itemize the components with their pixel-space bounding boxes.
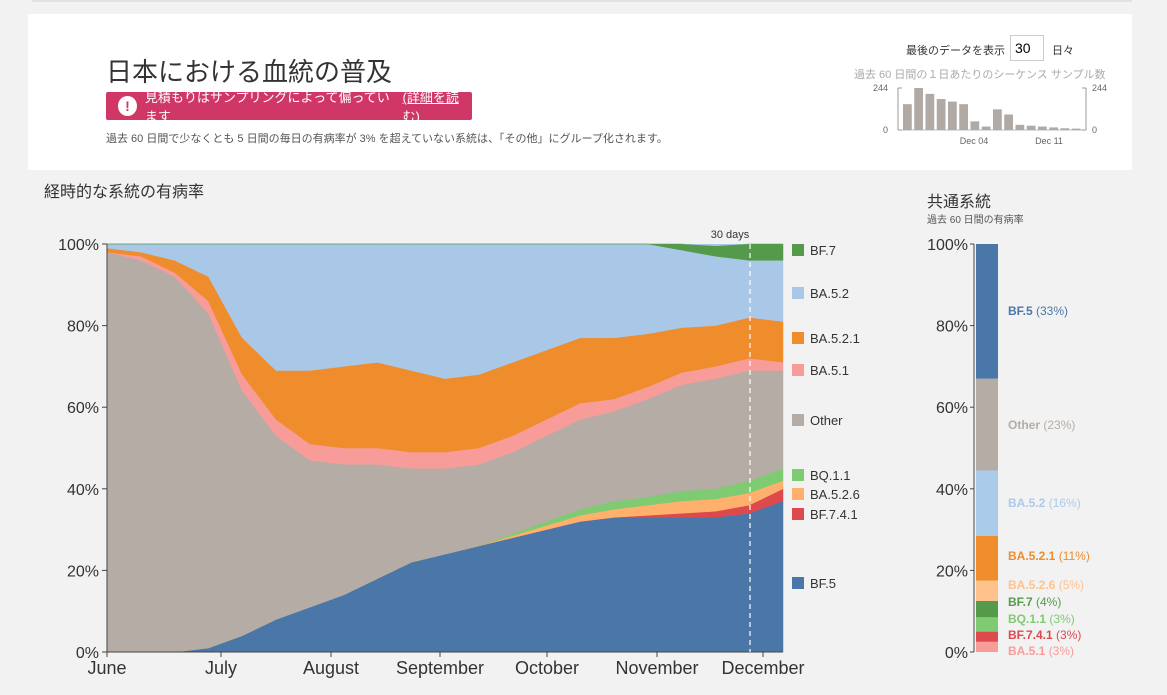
alert-icon: ! [118, 96, 137, 116]
stack-y-label: 100% [927, 237, 968, 254]
x-tick-label: July [205, 658, 237, 678]
y-tick-label: 20% [67, 563, 99, 580]
stack-segment-ba-5-1[interactable] [976, 641, 998, 652]
y-tick-label: 80% [67, 319, 99, 336]
mini-bar [1049, 127, 1058, 130]
stack-y-label: 80% [936, 319, 968, 336]
mini-bar [903, 104, 912, 130]
mini-bar [993, 109, 1002, 130]
legend-swatch [792, 244, 804, 256]
x-tick-label: June [87, 658, 126, 678]
y-tick-label: 100% [58, 237, 99, 254]
mini-bar [948, 101, 957, 130]
mini-ymin-right: 0 [1092, 125, 1097, 135]
grouping-note: 過去 60 日間で少なくとも 5 日間の毎日の有病率が 3% を超えていない系統… [106, 133, 668, 145]
mini-bar [1060, 128, 1070, 130]
main-chart-title: 経時的な系統の有病率 [44, 184, 205, 201]
legend-label[interactable]: BA.5.2.6 [810, 487, 860, 502]
mini-ymax-right: 244 [1092, 83, 1107, 93]
common-lineages-chart: 0% 20% 40% 60% 80% 100% BA.5.1 (3%) BF.7.4.1 (… [927, 237, 1090, 662]
y-tick-label: 40% [67, 482, 99, 499]
area-bf-7[interactable] [107, 243, 784, 261]
mini-bar [1015, 124, 1025, 130]
stack-segment-bf-7-4-1[interactable] [976, 631, 998, 642]
legend-swatch [792, 287, 804, 299]
common-lineages-subtitle: 過去 60 日間の有病率 [927, 215, 1024, 226]
sampling-warning[interactable]: ! 見積もりはサンプリングによって偏っています (詳細を読む) [106, 90, 472, 124]
top-divider [32, 0, 1132, 2]
stack-segment-ba-5-2-1[interactable] [976, 535, 998, 581]
legend-swatch [792, 414, 804, 426]
common-lineages-title: 共通系統 [927, 194, 992, 211]
mini-bar [1004, 114, 1013, 130]
page-title: 日本における血統の普及 [106, 57, 393, 87]
stack-segment-other[interactable] [976, 378, 998, 471]
mini-ymin-left: 0 [883, 125, 888, 135]
area-remainder [107, 244, 783, 247]
x-tick-label: October [515, 658, 579, 678]
legend-label[interactable]: BF.7 [810, 243, 836, 258]
stack-segment-bf-5[interactable] [976, 244, 998, 379]
legend-swatch [792, 488, 804, 500]
stack-segment-bf-7[interactable] [976, 601, 998, 618]
legend-label[interactable]: BF.5 [810, 576, 836, 591]
stack-y-label: 20% [936, 563, 968, 580]
mini-bar [936, 99, 946, 130]
stack-label: BA.5.2.6 (5%) [1008, 578, 1084, 592]
stack-label: BQ.1.1 (3%) [1008, 612, 1075, 626]
mini-xtick: Dec 11 [1035, 136, 1063, 146]
x-tick-label: September [396, 658, 484, 678]
stack-label: BA.5.1 (3%) [1008, 644, 1074, 658]
legend-label[interactable]: BA.5.1 [810, 363, 849, 378]
y-tick-label: 0% [76, 645, 99, 662]
legend-swatch [792, 332, 804, 344]
stack-label: BF.7 (4%) [1008, 595, 1061, 609]
mini-bar [981, 126, 991, 130]
legend-swatch [792, 508, 804, 520]
legend-swatch [792, 364, 804, 376]
stack-y-label: 40% [936, 482, 968, 499]
days-unit: 日々 [1052, 45, 1074, 57]
warning-text: 見積もりはサンプリングによって偏っています [144, 90, 390, 124]
mini-bar [1071, 128, 1081, 130]
read-more-link[interactable]: (詳細を読む) [402, 90, 459, 124]
mini-bar [1038, 126, 1047, 130]
daily-samples-chart: 244 0 244 0 Dec 04 Dec 11 [873, 83, 1107, 146]
mini-bar [959, 104, 968, 130]
y-tick-label: 60% [67, 400, 99, 417]
stack-label: BA.5.2.1 (11%) [1008, 549, 1090, 563]
mini-bar [970, 121, 980, 130]
stack-label: Other (23%) [1008, 418, 1075, 432]
legend-label[interactable]: BQ.1.1 [810, 468, 850, 483]
x-tick-label: November [615, 658, 698, 678]
x-tick-label: August [303, 658, 359, 678]
stack-label: BF.5 (33%) [1008, 304, 1068, 318]
mini-bar [925, 93, 935, 130]
legend-label[interactable]: Other [810, 413, 843, 428]
legend-label[interactable]: BA.5.2 [810, 286, 849, 301]
daily-samples-label: 過去 60 日間の１日あたりのシーケンス サンプル数 [854, 69, 1106, 81]
mini-bar [914, 88, 923, 130]
show-last-label: 最後のデータを表示 [906, 45, 1005, 57]
legend-label[interactable]: BF.7.4.1 [810, 507, 858, 522]
stack-segment-ba-5-2-6[interactable] [976, 580, 998, 601]
stack-y-label: 0% [945, 645, 968, 662]
legend-swatch [792, 469, 804, 481]
stack-label: BA.5.2 (16%) [1008, 496, 1081, 510]
stack-y-label: 60% [936, 400, 968, 417]
stack-segment-ba-5-2[interactable] [976, 470, 998, 536]
thirty-day-label: 30 days [711, 229, 750, 241]
legend-label[interactable]: BA.5.2.1 [810, 331, 860, 346]
lineage-area-chart: 0% 20% 40% 60% 80% 100% 30 days June July Augus… [58, 229, 860, 678]
stack-segment-bq-1-1[interactable] [976, 617, 998, 632]
stack-label: BF.7.4.1 (3%) [1008, 628, 1081, 642]
x-tick-label: December [721, 658, 804, 678]
mini-xtick: Dec 04 [960, 136, 989, 146]
mini-ymax-left: 244 [873, 83, 888, 93]
days-input[interactable] [1010, 35, 1044, 61]
legend-swatch [792, 577, 804, 589]
mini-bar [1026, 125, 1036, 130]
